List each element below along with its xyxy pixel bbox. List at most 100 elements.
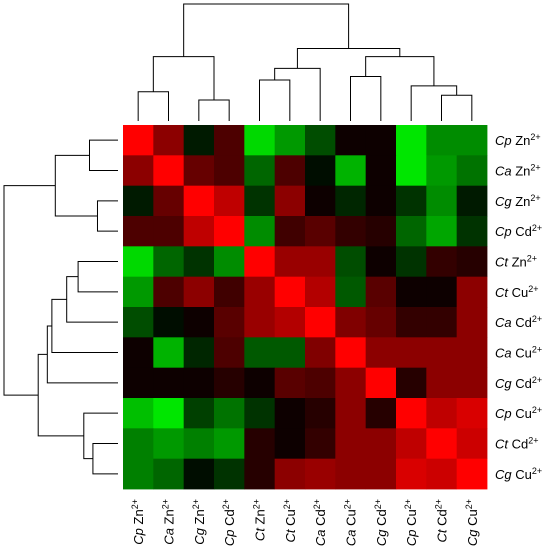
heatmap-cell bbox=[426, 458, 458, 490]
heatmap-cell bbox=[274, 155, 306, 187]
heatmap-cell bbox=[274, 276, 306, 308]
heatmap-cell bbox=[183, 337, 215, 369]
heatmap-cell bbox=[183, 216, 215, 247]
heatmap-cell bbox=[365, 246, 397, 278]
heatmap-cell bbox=[365, 125, 397, 156]
heatmap-cell bbox=[456, 367, 488, 399]
heatmap-cell bbox=[396, 367, 427, 399]
heatmap-cell bbox=[456, 246, 488, 278]
heatmap-cell bbox=[153, 125, 185, 156]
heatmap-cell bbox=[335, 337, 367, 369]
heatmap-cell bbox=[426, 216, 458, 247]
heatmap-cell bbox=[244, 216, 276, 247]
heatmap-cell bbox=[153, 216, 185, 247]
row-labels: Cp Zn2+ Ca Zn2+ Cg Zn2+ Cp Cd2+ Ct Zn2+ Ct Cu… bbox=[495, 132, 542, 482]
heatmap-cell bbox=[214, 246, 245, 278]
row-dendrogram bbox=[3, 139, 118, 475]
heatmap-cell bbox=[274, 367, 306, 399]
heatmap-cell bbox=[244, 246, 276, 278]
column-label: Ct Zn2+ bbox=[252, 499, 268, 541]
heatmap-cell bbox=[153, 307, 185, 338]
heatmap-cell bbox=[396, 276, 427, 308]
heatmap-cell bbox=[365, 216, 397, 247]
row-label: Cg Cd2+ bbox=[495, 375, 542, 391]
row-label: Ca Zn2+ bbox=[495, 163, 541, 179]
heatmap-cell bbox=[274, 458, 306, 490]
heatmap-cell bbox=[305, 307, 336, 338]
heatmap-cell bbox=[335, 185, 367, 217]
heatmap-cell bbox=[456, 276, 488, 308]
heatmap-cell bbox=[365, 307, 397, 338]
heatmap-cell bbox=[183, 276, 215, 308]
heatmap-cell bbox=[183, 125, 215, 156]
heatmap-cell bbox=[396, 458, 427, 490]
heatmap-cell bbox=[153, 155, 185, 187]
row-label: Ca Cd2+ bbox=[495, 314, 542, 330]
dendrogram-branch bbox=[350, 76, 382, 121]
heatmap-cell bbox=[305, 367, 336, 399]
heatmap-cell bbox=[183, 155, 215, 187]
heatmap-cell bbox=[214, 307, 245, 338]
heatmap-cell bbox=[274, 125, 306, 156]
heatmap-cell bbox=[153, 367, 185, 399]
row-label: Cp Cd2+ bbox=[495, 223, 542, 239]
row-label: Ca Cu2+ bbox=[495, 345, 542, 361]
heatmap-cell bbox=[305, 246, 336, 278]
heatmap-cell bbox=[153, 276, 185, 308]
dendrogram-branch bbox=[83, 412, 118, 460]
dendrogram-branch bbox=[92, 443, 118, 475]
heatmap-cell bbox=[274, 216, 306, 247]
heatmap-cell bbox=[426, 367, 458, 399]
dendrogram-branch bbox=[152, 56, 215, 100]
heatmap-cell bbox=[214, 155, 245, 187]
dendrogram-branch bbox=[66, 276, 118, 323]
heatmap-cell bbox=[183, 185, 215, 217]
heatmap-cell bbox=[153, 458, 185, 490]
heatmap-cell bbox=[365, 458, 397, 490]
heatmap-cell bbox=[335, 216, 367, 247]
heatmap-cell bbox=[365, 276, 397, 308]
heatmap-cell bbox=[123, 125, 154, 156]
column-label: Cp Zn2+ bbox=[130, 499, 146, 545]
heatmap-cell bbox=[426, 337, 458, 369]
heatmap-cell bbox=[456, 337, 488, 369]
row-label: Cg Zn2+ bbox=[495, 193, 541, 209]
heatmap-cell bbox=[426, 155, 458, 187]
heatmap-cell bbox=[426, 185, 458, 217]
heatmap-cell bbox=[183, 307, 215, 338]
row-label: Ct Cd2+ bbox=[495, 436, 539, 452]
heatmap-cell bbox=[456, 155, 488, 187]
heatmap-cell bbox=[244, 398, 276, 429]
dendrogram-branch bbox=[441, 94, 473, 121]
heatmap-cell bbox=[396, 428, 427, 460]
heatmap-cell bbox=[335, 458, 367, 490]
heatmap-cell bbox=[335, 125, 367, 156]
heatmap-cell bbox=[365, 398, 397, 429]
heatmap-cell bbox=[123, 428, 154, 460]
heatmap-cell bbox=[244, 125, 276, 156]
row-label: Ct Zn2+ bbox=[495, 254, 537, 270]
heatmap-cell bbox=[305, 428, 336, 460]
dendrogram-branch bbox=[274, 67, 321, 121]
heatmap-cell bbox=[335, 246, 367, 278]
heatmap-cell bbox=[183, 398, 215, 429]
dendrogram-branch bbox=[198, 99, 230, 121]
heatmap-cell bbox=[396, 216, 427, 247]
heatmap-cell bbox=[305, 185, 336, 217]
heatmap-cell bbox=[305, 276, 336, 308]
column-label: Cg Cd2+ bbox=[373, 499, 389, 546]
heatmap-cell bbox=[335, 428, 367, 460]
heatmap-cell bbox=[214, 367, 245, 399]
heatmap-cell bbox=[244, 337, 276, 369]
dendrogram-branch bbox=[259, 79, 291, 121]
heatmap-cell bbox=[274, 307, 306, 338]
heatmap-cell bbox=[123, 246, 154, 278]
heatmap-cell bbox=[335, 155, 367, 187]
column-label: Cg Cu2+ bbox=[464, 499, 480, 546]
heatmap-cell bbox=[153, 337, 185, 369]
dendrogram-branch bbox=[77, 261, 118, 293]
heatmap-cell bbox=[456, 458, 488, 490]
heatmap-cell bbox=[456, 307, 488, 338]
heatmap-cell bbox=[396, 398, 427, 429]
